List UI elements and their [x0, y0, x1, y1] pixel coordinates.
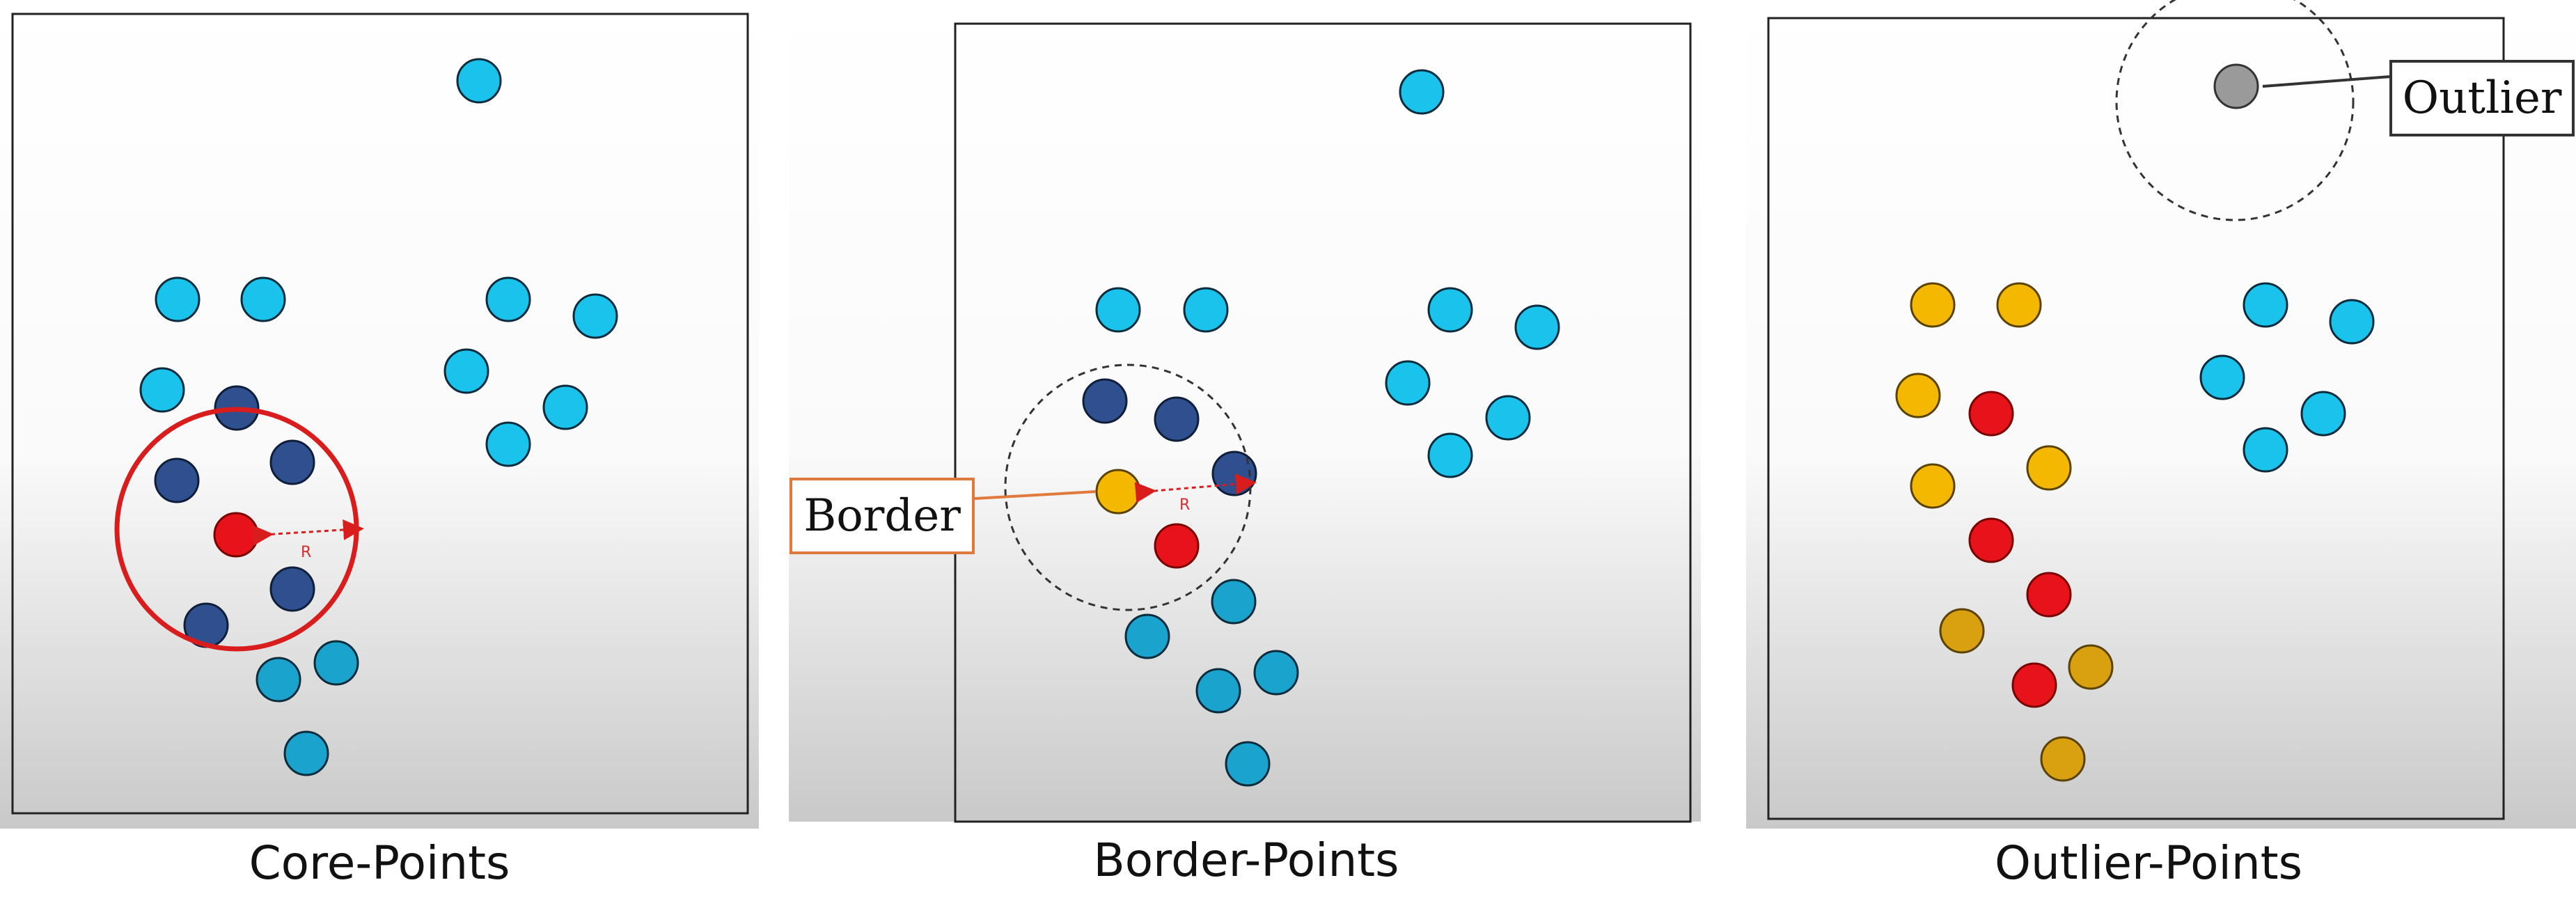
core-point: [2011, 662, 2057, 708]
panel-frame: [1767, 17, 2505, 820]
cluster-point: [313, 640, 359, 686]
panel-outlier-points: Outlier Outlier-Points: [1746, 0, 2576, 890]
cluster-point: [1253, 650, 1299, 696]
noise-point: [155, 276, 201, 322]
core-point: [2026, 572, 2072, 618]
border-point: [1910, 463, 1956, 509]
noise-point: [1183, 287, 1229, 333]
noise-point: [2329, 299, 2375, 345]
neighbor-point: [1082, 378, 1128, 424]
outlier-radius-circle: [2115, 0, 2355, 221]
cluster-point: [1124, 613, 1170, 659]
border-point: [2026, 445, 2072, 491]
noise-point: [542, 384, 588, 430]
outlier-callout-line: [2262, 75, 2392, 88]
noise-point: [1427, 432, 1473, 478]
border-callout-label: Border: [803, 490, 961, 542]
noise-point: [456, 58, 502, 104]
core-point: [213, 512, 259, 558]
noise-point: [1427, 287, 1473, 333]
cluster-point: [1211, 579, 1257, 625]
noise-point: [485, 276, 531, 322]
border-point: [2040, 736, 2086, 782]
noise-point: [572, 293, 618, 339]
radius-label: R: [301, 544, 311, 561]
core-point: [1154, 523, 1200, 569]
border-callout-line: [974, 490, 1097, 500]
caption-border-points: Border-Points: [1093, 833, 1399, 887]
panel-core-points: R Core-Points: [0, 0, 759, 890]
outlier-callout-label: Outlier: [2403, 72, 2562, 124]
radius-label: R: [1179, 496, 1190, 514]
panel-frame: [11, 13, 749, 815]
border-point: [1895, 373, 1941, 418]
core-point: [1968, 517, 2014, 563]
noise-point: [2243, 427, 2288, 473]
border-point: [1939, 608, 1985, 654]
panel-background: [1746, 0, 2576, 829]
noise-point: [2300, 391, 2346, 437]
cluster-point: [1225, 741, 1271, 787]
noise-point: [485, 421, 531, 467]
panel-frame: [954, 22, 1692, 823]
cluster-point: [1195, 668, 1241, 714]
noise-point: [1485, 395, 1531, 441]
noise-point: [1385, 360, 1431, 406]
neighbor-point: [154, 457, 200, 503]
caption-core-points: Core-Points: [249, 836, 510, 890]
border-point: [1910, 282, 1956, 328]
noise-point: [1095, 287, 1141, 333]
caption-outlier-points: Outlier-Points: [1995, 836, 2302, 890]
panel-background: [789, 0, 1701, 822]
border-callout-box: [790, 478, 975, 554]
outlier-point: [2213, 63, 2259, 109]
noise-point: [443, 348, 489, 394]
noise-point: [240, 276, 286, 322]
cluster-point: [283, 730, 329, 776]
noise-point: [2243, 282, 2288, 328]
noise-point: [139, 367, 185, 413]
border-point: [1996, 282, 2042, 328]
border-point: [2068, 644, 2114, 690]
noise-point: [1399, 69, 1445, 115]
neighbor-point: [269, 566, 315, 612]
neighbor-point: [1154, 396, 1200, 442]
noise-point: [1514, 304, 1560, 350]
noise-point: [2199, 354, 2245, 400]
neighbor-point: [269, 439, 315, 485]
radius-arrow: [1134, 473, 1257, 503]
core-point: [1968, 391, 2014, 437]
panel-border-points: R Border Border-Points: [789, 0, 1701, 887]
border-point: [1095, 469, 1141, 515]
outlier-callout-box: [2389, 60, 2575, 136]
panel-background: [0, 0, 759, 829]
cluster-point: [256, 657, 301, 703]
